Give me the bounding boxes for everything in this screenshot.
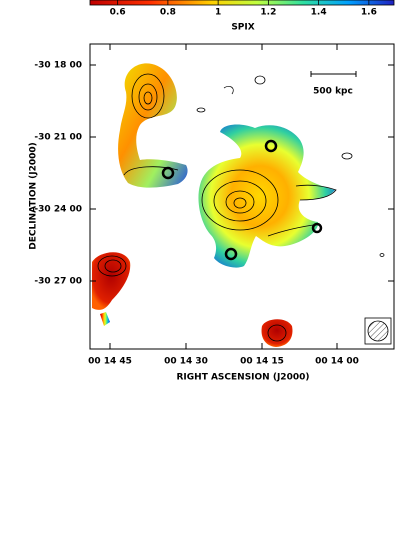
colorbar-tick-label: 1: [215, 8, 221, 18]
y-tick-label: -30 21 00: [34, 133, 82, 143]
x-tick-label: 00 14 30: [164, 357, 208, 367]
contour: [104, 259, 122, 273]
compact-source: [311, 222, 323, 234]
contour: [143, 91, 153, 105]
colorbar: [89, 0, 395, 6]
scale-bar-label: 500 kpc: [313, 87, 353, 97]
contour: [267, 324, 287, 342]
beam: [367, 320, 389, 342]
compact-source: [224, 247, 238, 261]
colorbar-tick-label: 1.6: [361, 8, 377, 18]
contour: [223, 86, 234, 95]
contour: [123, 166, 179, 176]
contour: [225, 190, 255, 214]
contour: [341, 152, 353, 160]
contour: [233, 197, 247, 209]
contour: [131, 73, 165, 119]
plot-frame: [89, 43, 395, 350]
contour: [379, 253, 385, 257]
colorbar-tick-label: 1.4: [311, 8, 327, 18]
colorbar-strip: [89, 0, 395, 6]
arc-emission: [118, 63, 188, 188]
x-axis-label: RIGHT ASCENSION (J2000): [177, 373, 310, 383]
contour: [213, 180, 267, 222]
contour: [254, 75, 266, 85]
contour: [201, 169, 279, 231]
y-tick-label: -30 27 00: [34, 277, 82, 287]
central-emission: [198, 124, 335, 268]
emission-fragment: [100, 312, 110, 326]
small-source: [261, 319, 293, 347]
colorbar-tick-label: 1.2: [260, 8, 276, 18]
x-tick-label: 00 14 15: [240, 357, 284, 367]
contour: [295, 184, 337, 201]
colorbar-tick-label: 0.8: [160, 8, 176, 18]
colorbar-tick-label: 0.6: [110, 8, 126, 18]
compact-source: [161, 166, 175, 180]
contour: [97, 255, 127, 277]
x-tick-label: 00 14 45: [88, 357, 132, 367]
contour: [196, 107, 206, 113]
colorbar-label: SPIX: [231, 23, 254, 33]
x-tick-label: 00 14 00: [315, 357, 359, 367]
y-axis-label: DECLINATION (J2000): [29, 142, 39, 250]
y-tick-label: -30 18 00: [34, 61, 82, 71]
image: [92, 63, 392, 347]
contour: [138, 83, 158, 111]
y-tick-label: -30 24 00: [34, 205, 82, 215]
compact-source: [264, 139, 278, 153]
